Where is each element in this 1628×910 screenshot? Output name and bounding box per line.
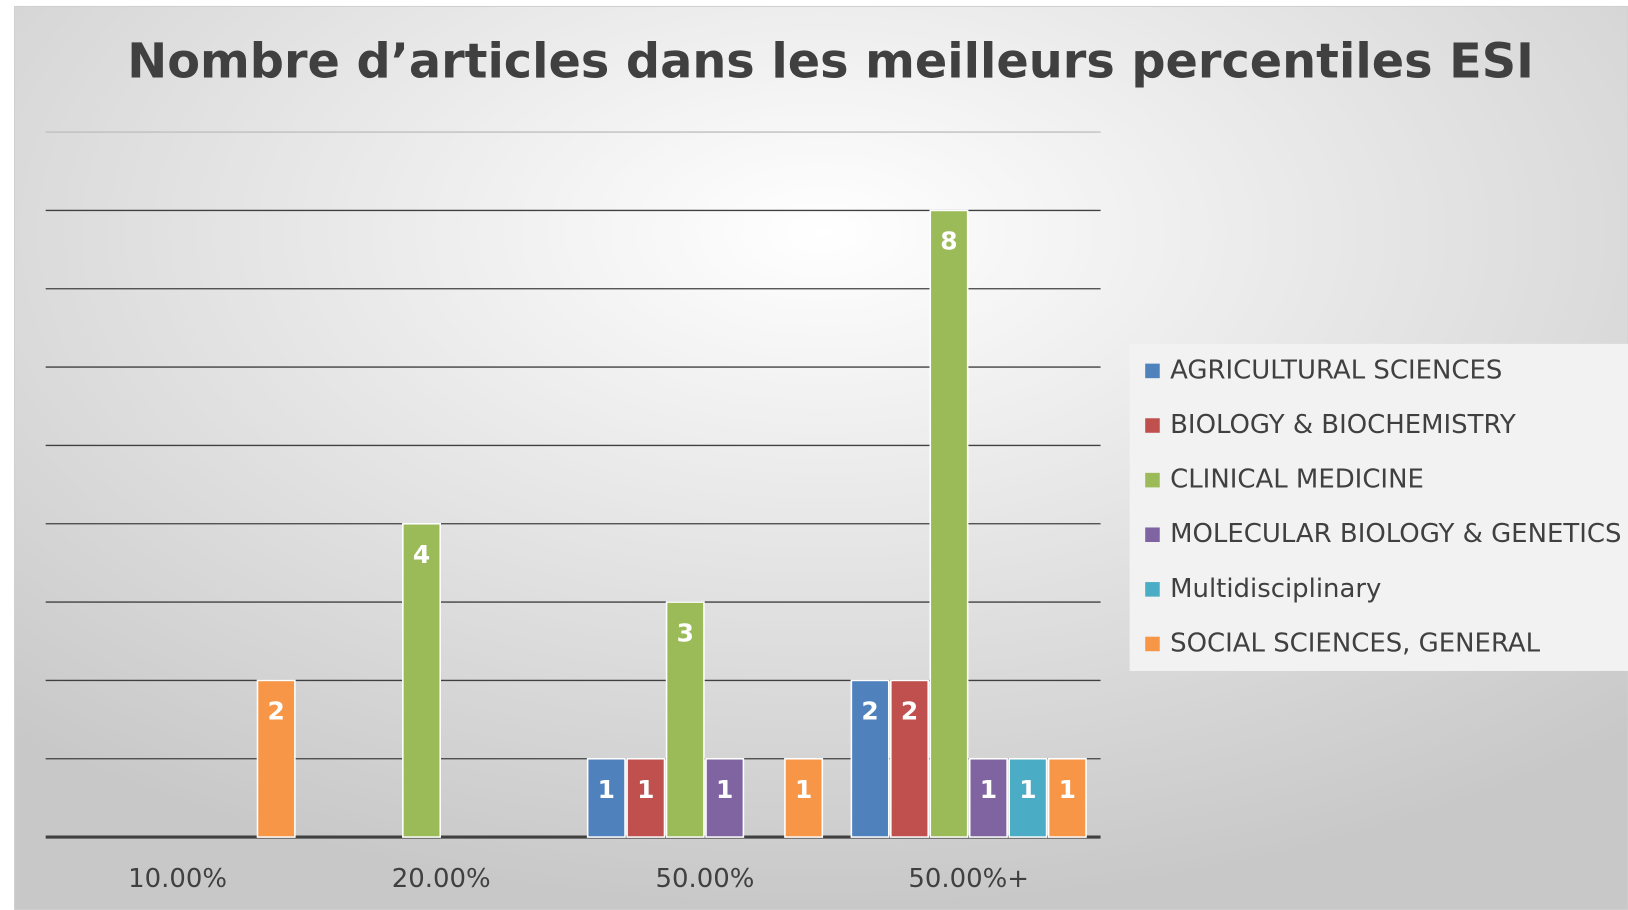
bar: [256, 679, 296, 838]
bar: [402, 522, 442, 838]
legend-box: [1129, 343, 1628, 671]
legend-swatch: [1145, 472, 1160, 488]
legend-swatch: [1145, 527, 1160, 543]
bar: [705, 757, 745, 838]
data-label: 8: [940, 227, 957, 256]
bar: [784, 757, 824, 838]
x-tick-label: 10.00%: [128, 864, 227, 894]
data-label: 3: [677, 618, 694, 647]
bar: [850, 679, 890, 838]
x-tick-label: 50.00%: [656, 864, 755, 894]
bar: [968, 757, 1008, 838]
x-tick-label: 50.00%+: [908, 864, 1029, 894]
legend-swatch: [1145, 363, 1160, 379]
data-label: 2: [901, 697, 918, 726]
data-label: 1: [795, 775, 812, 804]
legend-swatch: [1145, 636, 1160, 652]
legend-label: SOCIAL SCIENCES, GENERAL: [1170, 628, 1541, 658]
bar: [1047, 757, 1087, 838]
legend-label: CLINICAL MEDICINE: [1170, 465, 1424, 495]
bar: [665, 601, 705, 838]
data-label: 1: [980, 775, 997, 804]
chart-title: Nombre d’articles dans les meilleurs per…: [127, 35, 1534, 90]
legend-label: BIOLOGY & BIOCHEMISTRY: [1170, 410, 1516, 440]
data-label: 1: [598, 775, 615, 804]
bar: [586, 757, 626, 838]
legend-swatch: [1145, 418, 1160, 433]
bar: [929, 209, 969, 838]
data-label: 1: [1019, 775, 1036, 804]
x-tick-label: 20.00%: [392, 864, 491, 894]
data-label: 2: [268, 697, 285, 726]
legend-label: MOLECULAR BIOLOGY & GENETICS: [1170, 519, 1621, 549]
bar: [890, 679, 929, 838]
legend-label: AGRICULTURAL SCIENCES: [1170, 355, 1502, 385]
bar: [1008, 757, 1048, 838]
bar: [626, 757, 666, 838]
data-label: 2: [861, 697, 878, 726]
legend-swatch: [1145, 582, 1160, 597]
data-label: 4: [413, 540, 430, 569]
data-label: 1: [1059, 775, 1076, 804]
data-label: 1: [637, 775, 654, 804]
data-label: 1: [716, 775, 733, 804]
legend-label: Multidisciplinary: [1170, 574, 1381, 604]
